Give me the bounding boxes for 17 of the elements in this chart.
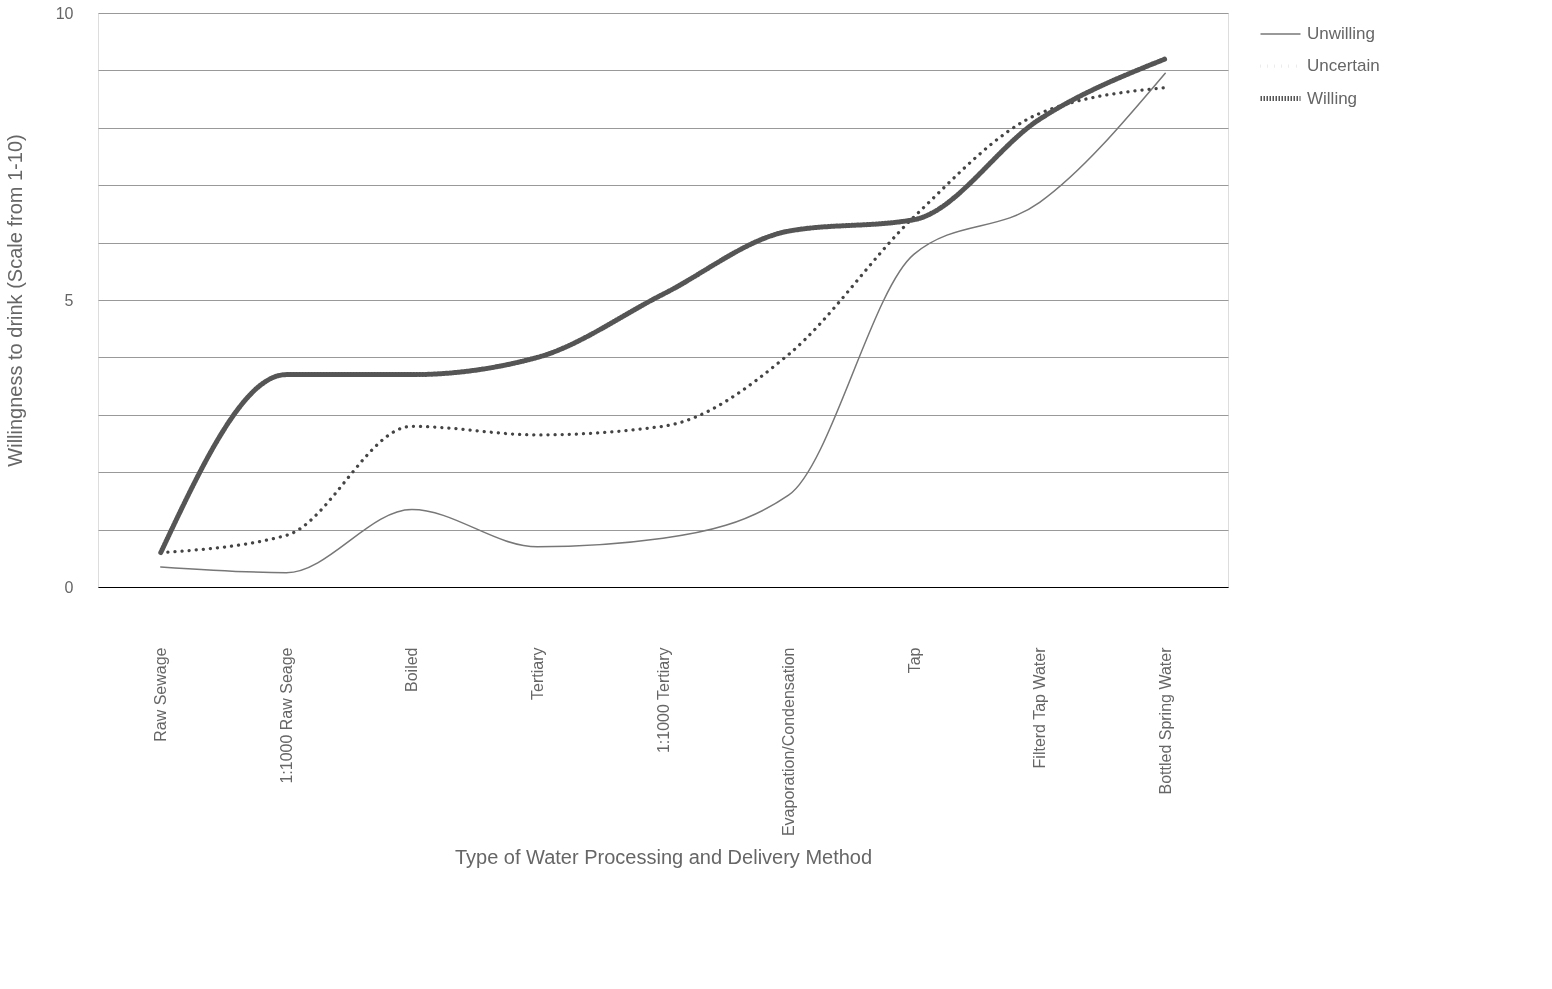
x-tick-label: 1:1000 Raw Seage — [277, 647, 295, 784]
y-axis-title: Willingness to drink (Scale from 1-10) — [3, 134, 26, 467]
x-tick-label: Filterd Tap Water — [1031, 646, 1049, 769]
x-axis-title: Type of Water Processing and Delivery Method — [454, 845, 873, 868]
legend-label: Willing — [1307, 88, 1358, 108]
legend-label: Uncertain — [1307, 56, 1380, 75]
legend-label: Unwilling — [1307, 24, 1376, 43]
y-tick-label: 10 — [55, 4, 74, 22]
x-tick-label: Bottled Spring Water — [1156, 646, 1174, 795]
x-tick-label: Tertiary — [528, 647, 546, 700]
x-tick-label: Evaporation/Condensation — [780, 647, 798, 837]
x-tick-label: 1:1000 Tertiary — [654, 647, 672, 754]
x-tick-label: Boiled — [403, 647, 421, 692]
y-tick-label: 0 — [64, 578, 74, 596]
y-tick-label: 5 — [64, 291, 74, 309]
x-tick-label: Tap — [905, 647, 923, 674]
x-tick-label: Raw Sewage — [152, 647, 170, 742]
